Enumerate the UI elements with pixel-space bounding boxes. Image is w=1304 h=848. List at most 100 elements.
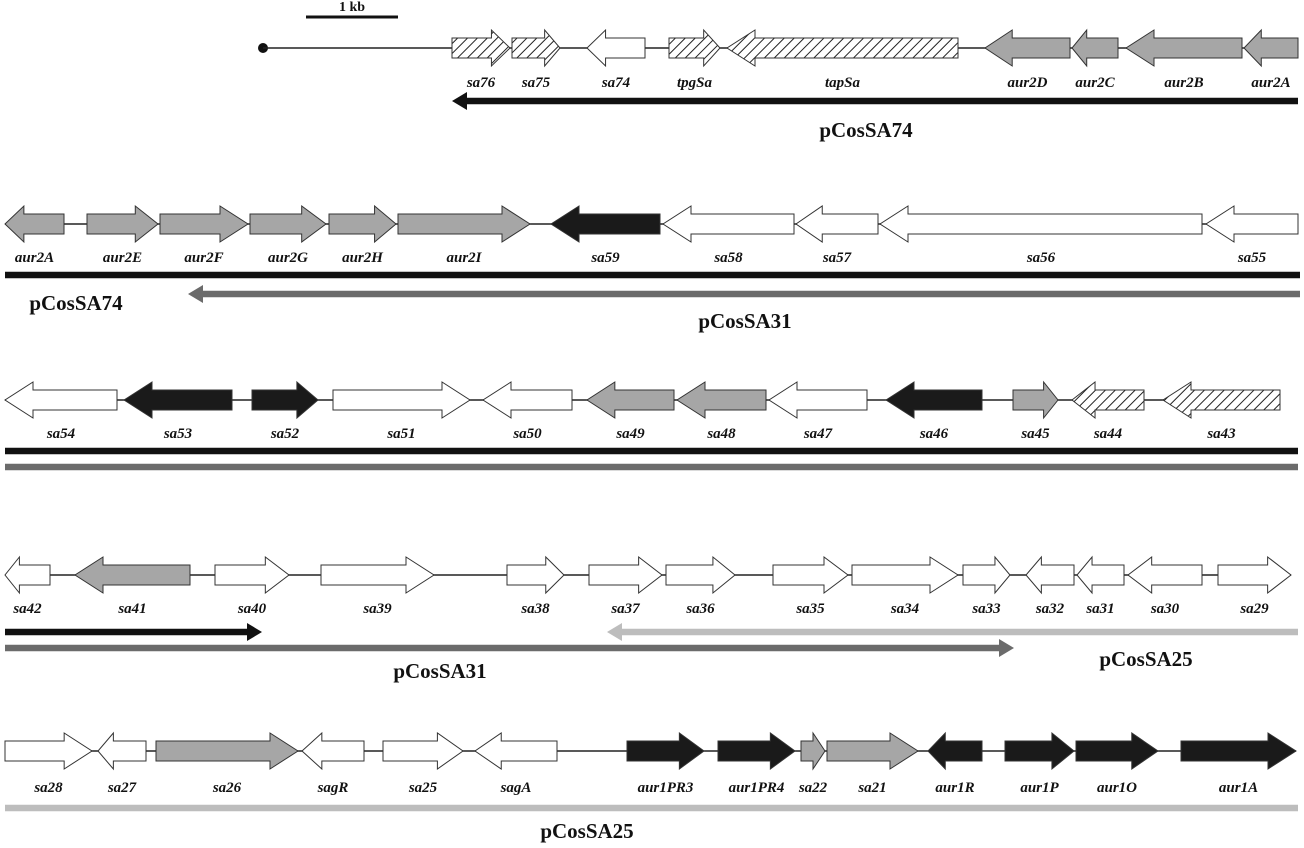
- gene-label: tpgSa: [677, 75, 713, 91]
- gene-arrow-sa50: [482, 381, 573, 419]
- gene-arrow-sa57: [795, 205, 879, 243]
- gene-arrow-sa46: [885, 381, 983, 419]
- gene-arrow-sa45: [1012, 380, 1059, 420]
- gene-arrow-sa29: [1217, 555, 1292, 595]
- gene-arrow-aur2e: [86, 204, 159, 244]
- clone-bar-arrowhead: [999, 639, 1014, 657]
- gene-label: sa34: [890, 601, 920, 617]
- gene-arrow-sa25: [382, 732, 464, 770]
- gene-arrow-tpgsa: [668, 28, 721, 68]
- gene-label: sa43: [1206, 426, 1236, 442]
- gene-arrow-aur1a: [1180, 732, 1297, 770]
- gene-arrow-sa38: [506, 555, 565, 595]
- gene-label: sa40: [237, 601, 267, 617]
- gene-label: aur2E: [103, 250, 142, 266]
- gene-arrow-aur1o: [1075, 732, 1159, 770]
- clone-label: pCosSA74: [819, 118, 913, 142]
- gene-arrow-sa47: [768, 381, 868, 419]
- gene-row: sa42 sa41 sa40 sa39 sa38 sa37 sa36 sa35 sa34 sa33…: [4, 555, 1292, 617]
- gene-label: sa50: [512, 426, 542, 442]
- gene-label: aur2F: [184, 250, 223, 266]
- gene-label: sa31: [1085, 601, 1114, 617]
- gene-label: aur1PR3: [638, 780, 694, 796]
- gene-label: sa47: [803, 426, 833, 442]
- clone-bar: [466, 97, 1298, 105]
- gene-label: sa26: [212, 780, 242, 796]
- gene-label: tapSa: [825, 75, 861, 91]
- gene-arrow-aur2i: [397, 205, 531, 243]
- gene-arrow-sa48: [676, 381, 767, 419]
- clone-label: pCosSA31: [698, 309, 791, 333]
- gene-arrow-aur1pr3: [626, 732, 705, 770]
- gene-arrow-sa59: [550, 205, 661, 243]
- gene-arrow-sa75: [511, 28, 561, 68]
- gene-arrow-sa21: [826, 732, 919, 770]
- gene-row: aur2A aur2E aur2F aur2G aur2H aur2I sa59 sa58 sa…: [4, 204, 1299, 266]
- gene-row: sa76 sa75 sa74 tpgSa tapSa aur2D aur2C aur2B aur…: [263, 28, 1299, 91]
- clone-bar: [5, 644, 1000, 652]
- gene-label: sa52: [270, 426, 300, 442]
- gene-label: sa35: [795, 601, 825, 617]
- gene-label: sa75: [521, 75, 551, 91]
- clone-label: pCosSA31: [393, 659, 486, 683]
- gene-arrow-tapsa: [726, 29, 959, 67]
- gene-arrow-sa56: [879, 205, 1203, 243]
- gene-label: sa49: [615, 426, 645, 442]
- scale-bar: 1 kb: [306, 0, 398, 19]
- gene-label: aur2C: [1075, 75, 1115, 91]
- gene-label: sa44: [1093, 426, 1123, 442]
- gene-arrow-sa34: [851, 556, 959, 594]
- gene-label: sa58: [713, 250, 743, 266]
- clone-label: pCosSA74: [29, 291, 123, 315]
- gene-label: aur2G: [268, 250, 308, 266]
- gene-arrow-sa74: [586, 28, 646, 68]
- clone-label: pCosSA25: [1099, 647, 1192, 671]
- gene-label: sa32: [1035, 601, 1065, 617]
- gene-label: sa57: [822, 250, 852, 266]
- gene-arrow-sa44: [1071, 380, 1145, 420]
- gene-arrow-aur2d: [984, 29, 1071, 67]
- gene-arrow-sa30: [1127, 555, 1203, 595]
- gene-rows: sa76 sa75 sa74 tpgSa tapSa aur2D aur2C aur2B aur…: [4, 28, 1300, 843]
- gene-arrow-sa36: [665, 555, 736, 595]
- gene-arrow-aur2a: [4, 204, 65, 244]
- gene-arrow-saga: [474, 732, 558, 770]
- gene-row: sa54 sa53 sa52 sa51 sa50 sa49 sa48 sa47 sa46 sa45…: [4, 380, 1281, 442]
- gene-label: aur1O: [1097, 780, 1137, 796]
- gene-label: sa39: [362, 601, 392, 617]
- clone-bar: [5, 447, 1298, 455]
- gene-label: aur2A: [15, 250, 54, 266]
- gene-arrow-sa55: [1205, 205, 1299, 243]
- gene-label: sa54: [46, 426, 76, 442]
- gene-row: sa28 sa27 sa26 sagR sa25 sagA aur1PR3 aur1PR4 sa…: [4, 731, 1297, 796]
- gene-arrow-aur2f: [159, 205, 249, 243]
- gene-label: sa22: [798, 780, 828, 796]
- clone-coverage-bars: pCosSA25: [5, 804, 1298, 843]
- gene-label: sa74: [601, 75, 631, 91]
- gene-label: sa29: [1239, 601, 1269, 617]
- gene-label: sagA: [500, 780, 532, 796]
- clone-bar: [202, 290, 1300, 298]
- gene-label: aur1R: [935, 780, 974, 796]
- gene-label: aur1P: [1020, 780, 1059, 796]
- gene-arrow-sa43: [1162, 381, 1281, 419]
- gene-label: sa76: [466, 75, 496, 91]
- clone-bar-arrowhead: [247, 623, 262, 641]
- gene-label: sa25: [408, 780, 438, 796]
- gene-arrow-sa40: [214, 555, 290, 595]
- gene-arrow-sa58: [662, 205, 795, 243]
- clone-bar-arrowhead: [607, 623, 622, 641]
- gene-label: aur1A: [1219, 780, 1258, 796]
- gene-arrow-sagr: [301, 731, 365, 771]
- gene-arrow-sa49: [586, 381, 675, 419]
- gene-label: aur2I: [446, 250, 482, 266]
- gene-label: sa46: [919, 426, 949, 442]
- clone-coverage-bars: pCosSA74: [452, 92, 1298, 142]
- gene-label: sa38: [520, 601, 550, 617]
- gene-arrow-sa22: [800, 731, 826, 771]
- gene-arrow-aur2c: [1071, 28, 1119, 68]
- gene-arrow-sa53: [123, 381, 233, 419]
- gene-arrow-sa39: [320, 556, 435, 594]
- gene-label: sa30: [1150, 601, 1180, 617]
